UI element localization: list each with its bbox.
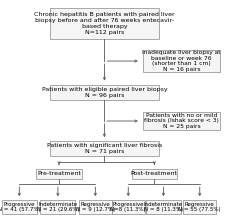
Text: Chronic hepatitis B patients with paired liver
biopsy before and after 76 weeks : Chronic hepatitis B patients with paired…	[34, 12, 175, 34]
FancyBboxPatch shape	[132, 169, 177, 178]
Text: Patients with significant liver fibrosis
N = 71 pairs: Patients with significant liver fibrosis…	[47, 143, 162, 154]
FancyBboxPatch shape	[143, 50, 220, 72]
Text: Patients with eligible paired liver biopsy
N = 96 pairs: Patients with eligible paired liver biop…	[42, 87, 167, 97]
Text: Progressive
N=8 (11.3%): Progressive N=8 (11.3%)	[111, 202, 146, 212]
FancyBboxPatch shape	[183, 200, 216, 214]
FancyBboxPatch shape	[2, 200, 37, 214]
Text: Post-treatment: Post-treatment	[131, 171, 178, 176]
FancyBboxPatch shape	[50, 8, 159, 39]
FancyBboxPatch shape	[79, 200, 112, 214]
FancyBboxPatch shape	[50, 85, 159, 100]
Text: Progressive
N = 41 (57.7%): Progressive N = 41 (57.7%)	[0, 202, 41, 212]
Text: Regressive
N = 9 (12.7%): Regressive N = 9 (12.7%)	[76, 202, 115, 212]
Text: Indeterminate
N = 8 (11.3%): Indeterminate N = 8 (11.3%)	[144, 202, 183, 212]
FancyBboxPatch shape	[50, 141, 159, 156]
FancyBboxPatch shape	[36, 169, 82, 178]
Text: Indeterminate
N = 21 (29.6%): Indeterminate N = 21 (29.6%)	[37, 202, 79, 212]
Text: Regressive
N = 55 (77.5%): Regressive N = 55 (77.5%)	[178, 202, 221, 212]
Text: Inadequate liver biopsy at
baseline or week 76
(shorter than 1 cm)
N = 16 pairs: Inadequate liver biopsy at baseline or w…	[142, 50, 221, 72]
FancyBboxPatch shape	[112, 200, 145, 214]
FancyBboxPatch shape	[146, 200, 181, 214]
FancyBboxPatch shape	[143, 111, 220, 131]
Text: Pre-treatment: Pre-treatment	[37, 171, 81, 176]
FancyBboxPatch shape	[40, 200, 76, 214]
Text: Patients with no or mild
fibrosis (Ishak score < 3)
N = 25 pairs: Patients with no or mild fibrosis (Ishak…	[144, 113, 219, 129]
